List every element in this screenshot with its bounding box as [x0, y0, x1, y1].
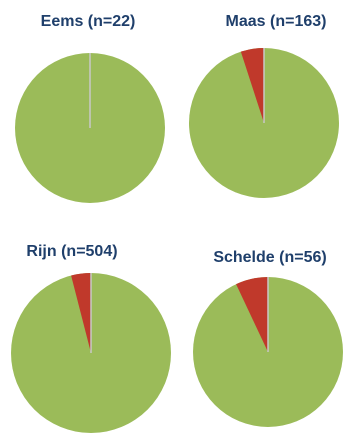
pie-chart-schelde: Schelde (n=56)	[193, 249, 343, 427]
pie-slice-maas-1	[240, 48, 264, 123]
pie-chart-maas: Maas (n=163)	[189, 13, 339, 198]
pie-chart-rijn: Rijn (n=504)	[11, 243, 171, 433]
chart-title-rijn: Rijn (n=504)	[26, 243, 117, 260]
pie-slice-rijn-1	[71, 273, 91, 353]
pie-chart-eems: Eems (n=22)	[15, 13, 165, 203]
chart-title-eems: Eems (n=22)	[41, 13, 136, 30]
chart-title-maas: Maas (n=163)	[226, 13, 327, 30]
chart-title-schelde: Schelde (n=56)	[213, 249, 326, 266]
pie-slice-schelde-1	[236, 277, 268, 352]
